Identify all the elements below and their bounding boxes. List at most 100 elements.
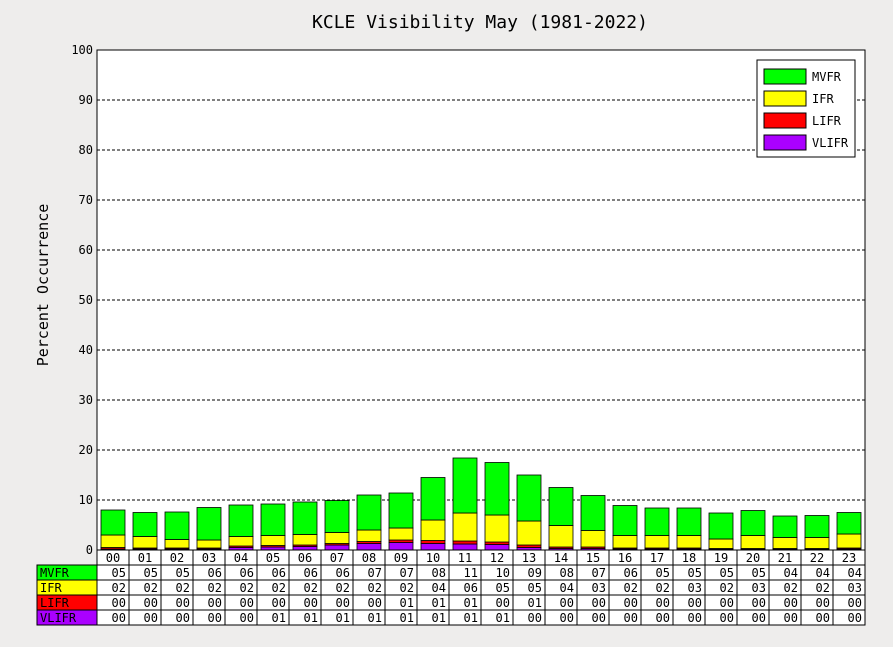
bar-ifr-09 — [388, 527, 414, 541]
x-tick-label: 08 — [362, 551, 376, 565]
table-cell: 01 — [400, 596, 414, 610]
table-cell: 06 — [272, 566, 286, 580]
bar-vlifr-07 — [324, 544, 350, 551]
y-tick-label: 30 — [79, 393, 93, 407]
table-cell: 02 — [240, 581, 254, 595]
table-cell: 06 — [208, 566, 222, 580]
bar-mvfr-13 — [516, 474, 542, 522]
table-cell: 05 — [176, 566, 190, 580]
x-tick-label: 12 — [490, 551, 504, 565]
table-cell: 07 — [368, 566, 382, 580]
x-tick-label: 05 — [266, 551, 280, 565]
bar-mvfr-19 — [708, 512, 734, 540]
bar-mvfr-23 — [836, 512, 862, 535]
bar-mvfr-08 — [356, 494, 382, 531]
table-cell: 00 — [496, 596, 510, 610]
table-cell: 02 — [720, 581, 734, 595]
table-cell: 00 — [624, 596, 638, 610]
table-cell: 02 — [816, 581, 830, 595]
table-cell: 00 — [688, 611, 702, 625]
y-axis-label: Percent Occurrence — [34, 204, 52, 367]
table-cell: 06 — [624, 566, 638, 580]
bar-lifr-11 — [452, 540, 478, 545]
table-cell: 02 — [784, 581, 798, 595]
legend-label-ifr: IFR — [812, 92, 834, 106]
table-cell: 00 — [816, 611, 830, 625]
table-cell: 00 — [848, 596, 862, 610]
bar-ifr-15 — [580, 530, 606, 548]
x-tick-label: 06 — [298, 551, 312, 565]
table-cell: 01 — [464, 596, 478, 610]
bar-ifr-17 — [644, 535, 670, 549]
table-cell: 05 — [112, 566, 126, 580]
table-cell: 00 — [336, 596, 350, 610]
bar-mvfr-15 — [580, 495, 606, 531]
bar-mvfr-04 — [228, 504, 254, 537]
legend-label-lifr: LIFR — [812, 114, 842, 128]
bar-mvfr-12 — [484, 462, 510, 516]
table-cell: 07 — [592, 566, 606, 580]
table-cell: 03 — [752, 581, 766, 595]
legend-label-mvfr: MVFR — [812, 70, 842, 84]
table-cell: 00 — [112, 596, 126, 610]
bar-ifr-08 — [356, 529, 382, 542]
table-cell: 00 — [560, 596, 574, 610]
table-cell: 00 — [688, 596, 702, 610]
bar-ifr-21 — [772, 537, 798, 549]
y-tick-label: 60 — [79, 243, 93, 257]
bar-mvfr-20 — [740, 510, 766, 536]
x-tick-label: 07 — [330, 551, 344, 565]
x-tick-label: 11 — [458, 551, 472, 565]
table-cell: 00 — [848, 611, 862, 625]
table-cell: 03 — [688, 581, 702, 595]
table-cell: 00 — [816, 596, 830, 610]
x-tick-label: 14 — [554, 551, 568, 565]
x-tick-label: 00 — [106, 551, 120, 565]
table-cell: 00 — [784, 596, 798, 610]
table-cell: 02 — [656, 581, 670, 595]
table-cell: 02 — [208, 581, 222, 595]
x-tick-label: 15 — [586, 551, 600, 565]
bar-vlifr-06 — [292, 546, 318, 551]
legend-swatch-vlifr — [763, 134, 807, 151]
bar-ifr-19 — [708, 538, 734, 549]
x-tick-label: 21 — [778, 551, 792, 565]
bar-mvfr-22 — [804, 515, 830, 538]
y-tick-label: 70 — [79, 193, 93, 207]
bar-mvfr-03 — [196, 507, 222, 541]
table-cell: 01 — [464, 611, 478, 625]
table-cell: 00 — [720, 611, 734, 625]
y-axis-ticks: 0 10 20 30 40 50 60 70 80 90 100 — [71, 43, 93, 557]
table-cell: 00 — [272, 596, 286, 610]
table-cell: 01 — [400, 611, 414, 625]
table-cell: 02 — [144, 581, 158, 595]
table-cell: 00 — [304, 596, 318, 610]
table-cell: 01 — [432, 596, 446, 610]
bar-ifr-03 — [196, 539, 222, 549]
table-cell: 01 — [272, 611, 286, 625]
table-row-label: LIFR — [40, 596, 70, 610]
bar-mvfr-09 — [388, 492, 414, 529]
x-tick-label: 09 — [394, 551, 408, 565]
table-cell: 05 — [528, 581, 542, 595]
bar-mvfr-01 — [132, 512, 158, 537]
legend-swatch-mvfr — [763, 68, 807, 85]
y-tick-label: 80 — [79, 143, 93, 157]
legend-swatch-lifr — [763, 112, 807, 129]
bar-ifr-20 — [740, 535, 766, 549]
x-tick-label: 19 — [714, 551, 728, 565]
bar-ifr-05 — [260, 535, 286, 546]
x-tick-label: 13 — [522, 551, 536, 565]
table-cell: 04 — [816, 566, 830, 580]
bar-vlifr-09 — [388, 542, 414, 551]
table-cell: 00 — [240, 596, 254, 610]
table-cell: 02 — [176, 581, 190, 595]
bar-ifr-22 — [804, 537, 830, 549]
y-tick-label: 0 — [86, 543, 93, 557]
legend-swatch-ifr — [763, 90, 807, 107]
table-cell: 01 — [368, 611, 382, 625]
table-cell: 00 — [144, 611, 158, 625]
bar-mvfr-11 — [452, 457, 478, 514]
x-tick-label: 23 — [842, 551, 856, 565]
